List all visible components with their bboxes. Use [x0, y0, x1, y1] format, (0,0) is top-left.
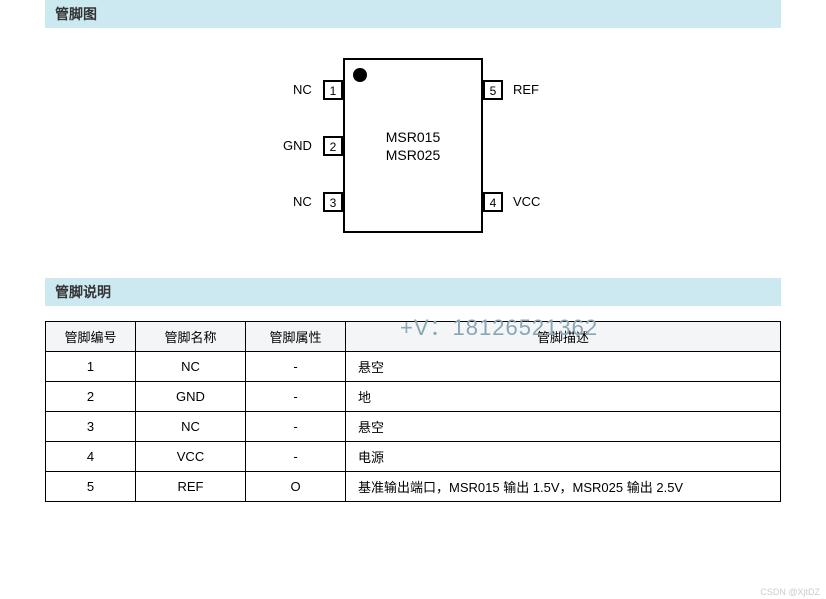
- cell-attr: -: [246, 352, 346, 382]
- chip-name-2: MSR025: [343, 146, 483, 164]
- cell-num: 1: [46, 352, 136, 382]
- pin-box-3: 3: [323, 192, 343, 212]
- pin-label-1: NC: [293, 82, 312, 97]
- watermark-text: +V：18126521362: [400, 310, 598, 342]
- cell-desc: 基准输出端口，MSR015 输出 1.5V，MSR025 输出 2.5V: [346, 472, 781, 502]
- chip-label: MSR015 MSR025: [343, 128, 483, 164]
- cell-attr: O: [246, 472, 346, 502]
- cell-name: NC: [136, 352, 246, 382]
- pin-table: 管脚编号 管脚名称 管脚属性 管脚描述 1 NC - 悬空 2 GND - 地 …: [45, 321, 781, 502]
- th-num: 管脚编号: [46, 322, 136, 352]
- pin-label-3: NC: [293, 194, 312, 209]
- table-row: 3 NC - 悬空: [46, 412, 781, 442]
- cell-num: 3: [46, 412, 136, 442]
- table-row: 2 GND - 地: [46, 382, 781, 412]
- cell-num: 5: [46, 472, 136, 502]
- chip-name-1: MSR015: [343, 128, 483, 146]
- pin-box-4: 4: [483, 192, 503, 212]
- cell-name: REF: [136, 472, 246, 502]
- table-row: 1 NC - 悬空: [46, 352, 781, 382]
- pin-box-5: 5: [483, 80, 503, 100]
- cell-attr: -: [246, 382, 346, 412]
- cell-desc: 地: [346, 382, 781, 412]
- footer-watermark: CSDN @XjtDZ: [760, 587, 820, 597]
- section-header-table: 管脚说明: [45, 278, 781, 306]
- cell-name: NC: [136, 412, 246, 442]
- cell-attr: -: [246, 442, 346, 472]
- table-row: 5 REF O 基准输出端口，MSR015 输出 1.5V，MSR025 输出 …: [46, 472, 781, 502]
- cell-name: GND: [136, 382, 246, 412]
- th-attr: 管脚属性: [246, 322, 346, 352]
- pin-box-1: 1: [323, 80, 343, 100]
- cell-num: 2: [46, 382, 136, 412]
- pin1-dot-icon: [353, 68, 367, 82]
- pin-label-2: GND: [283, 138, 312, 153]
- cell-num: 4: [46, 442, 136, 472]
- table-row: 4 VCC - 电源: [46, 442, 781, 472]
- cell-desc: 悬空: [346, 352, 781, 382]
- section-header-diagram: 管脚图: [45, 0, 781, 28]
- pin-label-4: VCC: [513, 194, 540, 209]
- th-name: 管脚名称: [136, 322, 246, 352]
- cell-attr: -: [246, 412, 346, 442]
- cell-name: VCC: [136, 442, 246, 472]
- cell-desc: 悬空: [346, 412, 781, 442]
- pin-diagram: MSR015 MSR025 1 NC 2 GND 3 NC 5 REF 4 VC…: [0, 28, 826, 278]
- pin-label-5: REF: [513, 82, 539, 97]
- pin-box-2: 2: [323, 136, 343, 156]
- cell-desc: 电源: [346, 442, 781, 472]
